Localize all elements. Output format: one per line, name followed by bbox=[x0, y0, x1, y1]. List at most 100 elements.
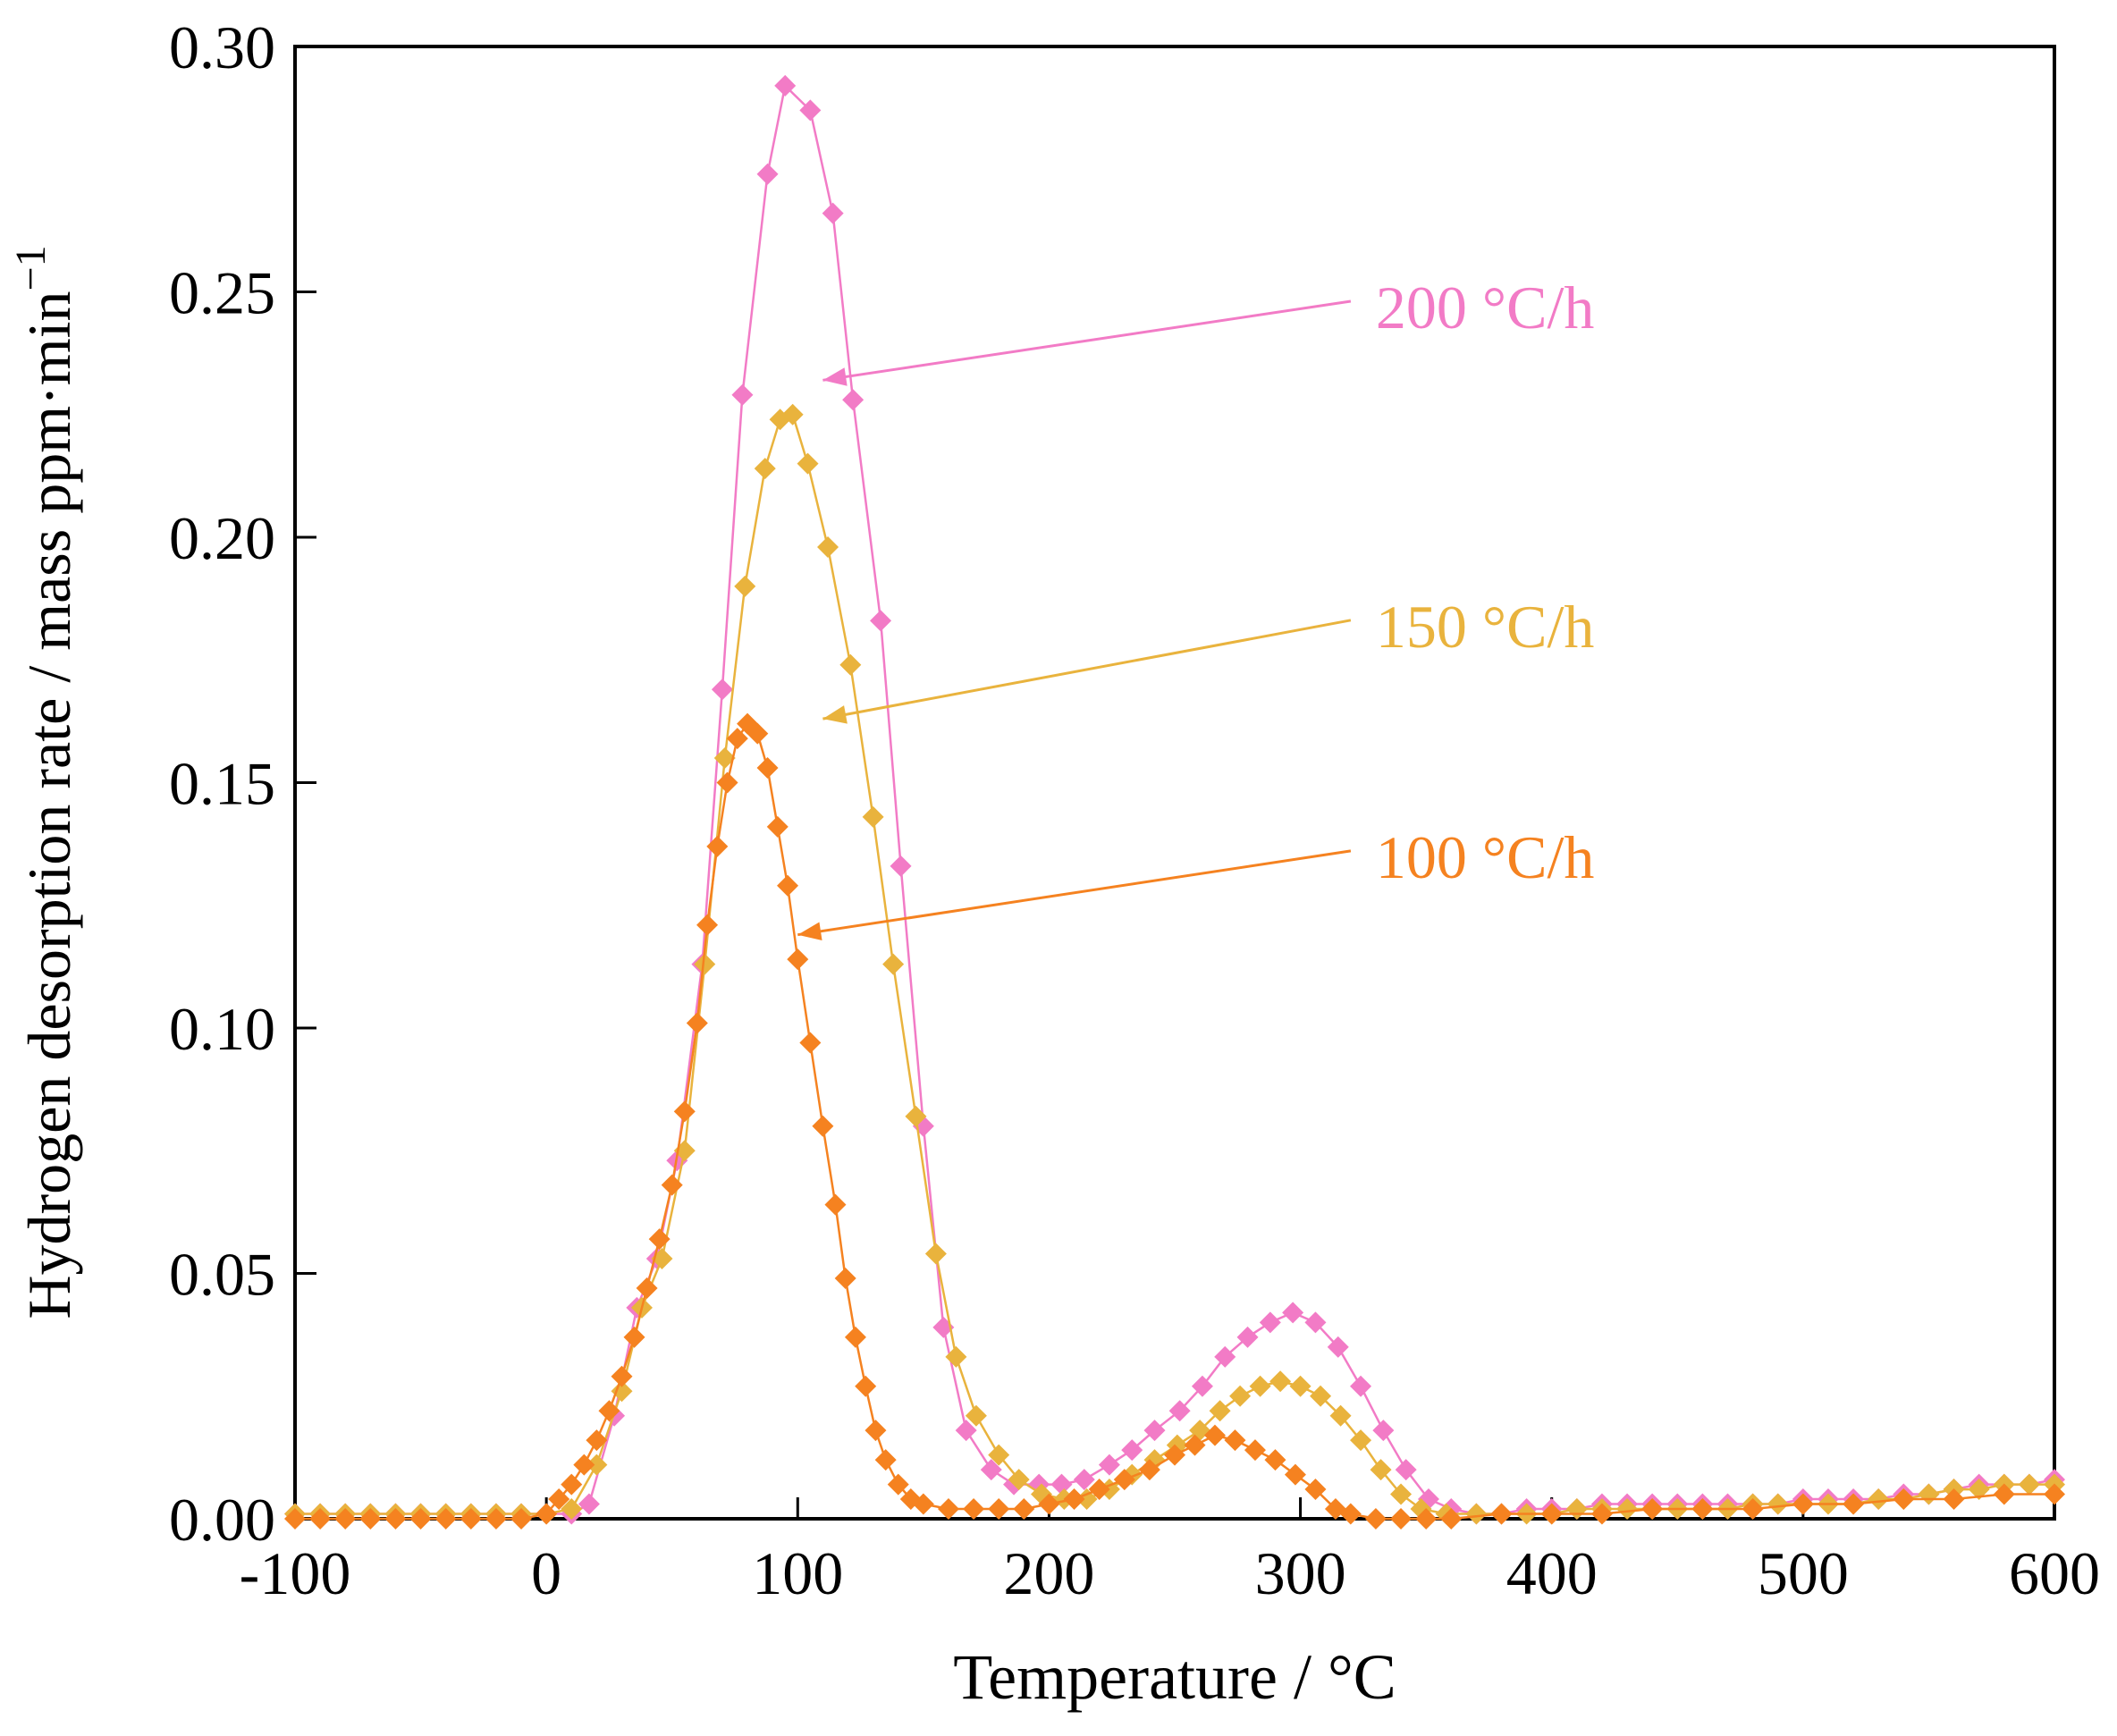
series-0 bbox=[284, 74, 2065, 1525]
data-point bbox=[586, 1454, 608, 1476]
data-point bbox=[648, 1228, 671, 1251]
data-point bbox=[1327, 1336, 1349, 1358]
data-point bbox=[1350, 1375, 1372, 1397]
y-axis-label-text: Hydrogen desorption rate / mass ppm·min bbox=[15, 291, 83, 1319]
data-point bbox=[844, 1326, 866, 1348]
data-point bbox=[1168, 1400, 1191, 1422]
data-point bbox=[1843, 1493, 1865, 1515]
data-point bbox=[842, 389, 865, 411]
data-point bbox=[756, 163, 779, 185]
data-point bbox=[1691, 1498, 1714, 1521]
data-point bbox=[731, 383, 754, 406]
data-point bbox=[774, 74, 797, 97]
data-point bbox=[611, 1365, 633, 1387]
arrowhead bbox=[822, 367, 848, 386]
data-point bbox=[1339, 1503, 1362, 1525]
data-point bbox=[797, 452, 819, 475]
data-point bbox=[781, 403, 804, 426]
data-point bbox=[1415, 1508, 1438, 1530]
data-point bbox=[1121, 1439, 1143, 1462]
data-point bbox=[686, 1012, 708, 1034]
data-point bbox=[799, 1032, 822, 1054]
data-point bbox=[1370, 1459, 1392, 1481]
data-point bbox=[1191, 1375, 1213, 1397]
data-point bbox=[1742, 1498, 1764, 1521]
data-point bbox=[756, 757, 779, 780]
data-point bbox=[1164, 1444, 1185, 1466]
data-point bbox=[1893, 1488, 1915, 1511]
data-point bbox=[834, 1267, 856, 1289]
data-point bbox=[824, 1193, 847, 1216]
data-point bbox=[1993, 1483, 2015, 1505]
data-point bbox=[766, 815, 789, 838]
data-point bbox=[1073, 1469, 1095, 1491]
data-point bbox=[963, 1498, 985, 1521]
data-point bbox=[561, 1473, 583, 1496]
data-point bbox=[1465, 1503, 1488, 1525]
data-point bbox=[1490, 1503, 1513, 1525]
y-tick-label: 0.05 bbox=[169, 1241, 275, 1309]
data-point bbox=[1390, 1483, 1413, 1505]
series-annotation-label: 150 °C/h bbox=[1376, 593, 1594, 661]
data-point bbox=[905, 1105, 927, 1127]
data-point bbox=[1236, 1326, 1259, 1348]
data-point bbox=[1641, 1498, 1664, 1521]
data-point bbox=[1329, 1404, 1352, 1427]
data-point bbox=[817, 535, 839, 558]
data-point bbox=[887, 1473, 909, 1496]
data-point bbox=[924, 1243, 947, 1265]
data-point bbox=[874, 1449, 897, 1471]
data-point bbox=[1565, 1498, 1588, 1521]
data-point bbox=[694, 953, 716, 975]
data-point bbox=[734, 575, 756, 597]
data-point bbox=[1138, 1459, 1160, 1481]
data-point bbox=[573, 1454, 595, 1476]
data-point bbox=[1075, 1488, 1098, 1511]
series-annotation-label: 200 °C/h bbox=[1376, 274, 1594, 341]
y-tick-label: 0.10 bbox=[169, 995, 275, 1063]
data-point bbox=[561, 1498, 583, 1521]
data-point bbox=[882, 953, 905, 975]
y-tick-label: 0.20 bbox=[169, 504, 275, 572]
data-point bbox=[706, 835, 729, 857]
data-point bbox=[1440, 1508, 1463, 1530]
x-tick-label: 500 bbox=[1758, 1539, 1849, 1607]
data-point bbox=[870, 610, 892, 632]
data-point bbox=[1264, 1449, 1286, 1471]
data-point bbox=[1244, 1439, 1266, 1462]
data-point bbox=[945, 1345, 967, 1368]
data-point bbox=[865, 1420, 887, 1442]
data-point bbox=[1143, 1420, 1166, 1442]
data-point bbox=[1395, 1459, 1417, 1481]
x-tick-label: 600 bbox=[2009, 1539, 2100, 1607]
data-point bbox=[812, 1115, 834, 1137]
series-annotation-label: 100 °C/h bbox=[1376, 823, 1594, 891]
data-point bbox=[726, 728, 748, 750]
data-point bbox=[1013, 1498, 1035, 1521]
data-point bbox=[1310, 1385, 1332, 1407]
data-point bbox=[510, 1508, 533, 1530]
y-tick-label: 0.15 bbox=[169, 750, 275, 818]
data-point bbox=[955, 1420, 977, 1442]
data-point bbox=[1008, 1469, 1030, 1491]
y-tick-label: 0.00 bbox=[169, 1486, 275, 1554]
data-point bbox=[1792, 1493, 1814, 1515]
data-point bbox=[1050, 1473, 1073, 1496]
data-point bbox=[1038, 1493, 1060, 1515]
x-tick-label: 400 bbox=[1506, 1539, 1598, 1607]
data-point bbox=[899, 1488, 922, 1511]
data-point bbox=[1209, 1400, 1231, 1422]
data-point bbox=[988, 1444, 1010, 1466]
data-point bbox=[1184, 1434, 1206, 1456]
y-axis-label: Hydrogen desorption rate / mass ppm·min−… bbox=[7, 245, 83, 1319]
data-point bbox=[1224, 1429, 1246, 1452]
data-point bbox=[1616, 1498, 1639, 1521]
data-point bbox=[1259, 1311, 1281, 1334]
series-annotation-arrow bbox=[822, 299, 1352, 382]
data-point bbox=[1269, 1370, 1292, 1393]
data-point bbox=[822, 202, 844, 224]
data-point bbox=[965, 1404, 987, 1427]
data-point bbox=[713, 747, 736, 770]
data-point bbox=[2018, 1473, 2040, 1496]
data-point bbox=[1282, 1302, 1304, 1324]
